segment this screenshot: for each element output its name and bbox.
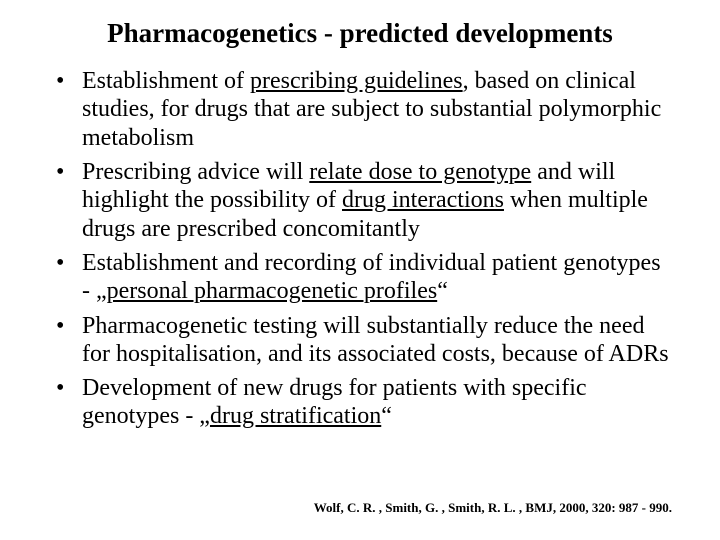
underlined-text: drug stratification	[210, 403, 381, 429]
list-item: Pharmacogenetic testing will substantial…	[82, 312, 672, 369]
slide: Pharmacogenetics - predicted development…	[0, 0, 720, 540]
body-text: Pharmacogenetic testing will substantial…	[82, 313, 669, 367]
body-text: “	[381, 403, 392, 429]
list-item: Establishment and recording of individua…	[82, 249, 672, 306]
list-item: Prescribing advice will relate dose to g…	[82, 158, 672, 243]
body-text: Prescribing advice will	[82, 159, 309, 185]
underlined-text: drug interactions	[342, 187, 504, 213]
body-text: “	[437, 278, 448, 304]
list-item: Development of new drugs for patients wi…	[82, 374, 672, 431]
bullet-list: Establishment of prescribing guidelines,…	[48, 67, 672, 431]
body-text: Establishment of	[82, 68, 250, 94]
underlined-text: personal pharmacogenetic profiles	[107, 278, 438, 304]
citation-text: Wolf, C. R. , Smith, G. , Smith, R. L. ,…	[314, 500, 672, 516]
underlined-text: relate dose to genotype	[309, 159, 531, 185]
slide-title: Pharmacogenetics - predicted development…	[48, 18, 672, 49]
underlined-text: prescribing guidelines	[250, 68, 463, 94]
list-item: Establishment of prescribing guidelines,…	[82, 67, 672, 152]
